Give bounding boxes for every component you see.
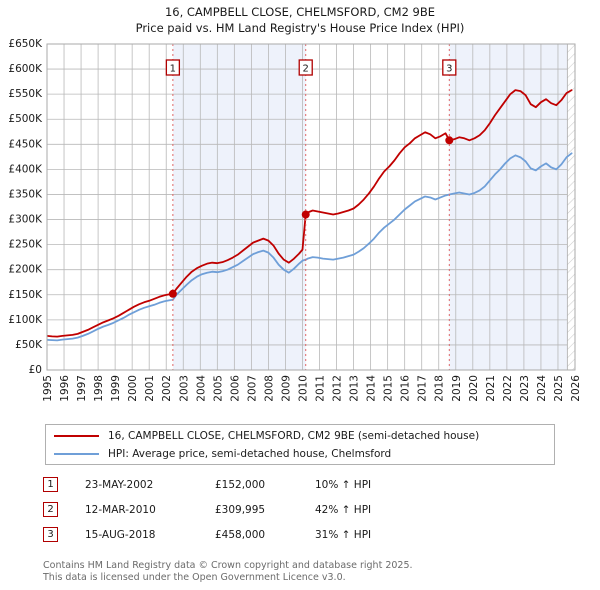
legend-label-price-paid: 16, CAMPBELL CLOSE, CHELMSFORD, CM2 9BE … (108, 430, 480, 442)
footer-line-2: This data is licensed under the Open Gov… (43, 571, 346, 583)
svg-text:2008: 2008 (263, 375, 275, 402)
svg-text:1998: 1998 (93, 375, 105, 402)
svg-text:£300K: £300K (8, 214, 43, 226)
svg-text:£0: £0 (29, 364, 42, 376)
transaction-price-2: £309,995 (215, 503, 266, 516)
chart-frame (46, 43, 576, 371)
svg-text:£400K: £400K (8, 163, 43, 175)
svg-text:£50K: £50K (15, 339, 43, 351)
svg-text:£600K: £600K (8, 63, 43, 75)
svg-text:2026: 2026 (570, 375, 582, 402)
svg-text:2016: 2016 (400, 375, 412, 402)
svg-text:2007: 2007 (246, 375, 258, 402)
svg-text:2018: 2018 (434, 375, 446, 402)
svg-text:2015: 2015 (383, 375, 395, 402)
transaction-date-1: 23-MAY-2002 (85, 478, 154, 491)
svg-text:2: 2 (303, 64, 309, 75)
chart-marker-lines (172, 44, 450, 370)
svg-text:£100K: £100K (8, 314, 43, 326)
svg-text:£500K: £500K (8, 113, 43, 125)
svg-text:3: 3 (446, 64, 452, 75)
svg-text:2020: 2020 (468, 375, 480, 402)
transaction-badge-1: 1 (43, 477, 58, 492)
chart-marker-dots (168, 136, 454, 298)
svg-text:2021: 2021 (485, 375, 497, 402)
legend-item-hpi: HPI: Average price, semi-detached house,… (54, 446, 391, 462)
chart-shaded-bands (172, 44, 575, 370)
svg-text:2006: 2006 (229, 375, 241, 402)
svg-text:2022: 2022 (502, 375, 514, 402)
table-row: 1 23-MAY-2002 £152,000 10% ↑ HPI (43, 472, 473, 497)
chart-legend: 16, CAMPBELL CLOSE, CHELMSFORD, CM2 9BE … (45, 424, 555, 465)
transactions-table: 1 23-MAY-2002 £152,000 10% ↑ HPI 2 12-MA… (43, 472, 473, 547)
svg-text:2005: 2005 (212, 375, 224, 402)
svg-text:2000: 2000 (127, 375, 139, 402)
svg-text:2002: 2002 (161, 375, 173, 402)
svg-text:2017: 2017 (417, 375, 429, 402)
chart-x-axis-labels: 1995 1996 1997 1998 1999 2000 2001 2002 2003 2004… (42, 375, 582, 402)
transaction-date-3: 15-AUG-2018 (85, 528, 156, 541)
svg-text:2001: 2001 (144, 375, 156, 402)
svg-text:2010: 2010 (297, 375, 309, 402)
svg-text:2004: 2004 (195, 375, 207, 402)
svg-text:1995: 1995 (42, 375, 54, 402)
svg-text:£250K: £250K (8, 239, 43, 251)
svg-text:£450K: £450K (8, 138, 43, 150)
svg-text:2013: 2013 (349, 375, 361, 402)
svg-text:2014: 2014 (366, 375, 378, 402)
svg-text:2025: 2025 (553, 375, 565, 402)
svg-text:1997: 1997 (76, 375, 88, 402)
chart-title-block: 16, CAMPBELL CLOSE, CHELMSFORD, CM2 9BE … (0, 4, 600, 36)
chart-y-axis-labels: £0 £50K £100K £150K £200K £250K £300K £350K £400… (8, 38, 43, 376)
table-row: 2 12-MAR-2010 £309,995 42% ↑ HPI (43, 497, 473, 522)
transaction-hpi-delta-1: 10% ↑ HPI (315, 478, 372, 491)
svg-text:2019: 2019 (451, 375, 463, 402)
footer-line-1: Contains HM Land Registry data © Crown c… (43, 560, 413, 571)
footer-attribution: Contains HM Land Registry data © Crown c… (43, 560, 583, 583)
svg-text:2009: 2009 (280, 375, 292, 402)
svg-text:£200K: £200K (8, 264, 43, 276)
svg-text:2011: 2011 (315, 375, 327, 402)
svg-text:1: 1 (170, 64, 176, 75)
chart-marker-badges: 1 2 3 (165, 59, 457, 76)
svg-text:£150K: £150K (8, 289, 43, 301)
svg-text:2012: 2012 (332, 375, 344, 402)
svg-text:£650K: £650K (8, 38, 43, 50)
transaction-price-3: £458,000 (215, 528, 266, 541)
page-subtitle: Price paid vs. HM Land Registry's House … (135, 21, 465, 35)
transaction-badge-3: 3 (43, 527, 58, 542)
svg-text:£350K: £350K (8, 188, 43, 200)
transaction-date-2: 12-MAR-2010 (85, 503, 156, 516)
svg-text:1996: 1996 (59, 375, 71, 402)
transaction-price-1: £152,000 (215, 478, 266, 491)
transaction-badge-2: 2 (43, 502, 58, 517)
legend-swatch-price-paid (54, 435, 99, 437)
svg-text:2024: 2024 (536, 375, 548, 402)
svg-text:2023: 2023 (519, 375, 531, 402)
svg-text:2003: 2003 (178, 375, 190, 402)
table-row: 3 15-AUG-2018 £458,000 31% ↑ HPI (43, 522, 473, 547)
page-title: 16, CAMPBELL CLOSE, CHELMSFORD, CM2 9BE (164, 5, 436, 19)
transaction-hpi-delta-3: 31% ↑ HPI (315, 528, 372, 541)
svg-text:1999: 1999 (110, 375, 122, 402)
legend-swatch-hpi (54, 453, 99, 455)
legend-label-hpi: HPI: Average price, semi-detached house,… (108, 448, 392, 460)
legend-item-price-paid: 16, CAMPBELL CLOSE, CHELMSFORD, CM2 9BE … (54, 428, 479, 444)
transaction-hpi-delta-2: 42% ↑ HPI (315, 503, 372, 516)
svg-text:£550K: £550K (8, 88, 43, 100)
